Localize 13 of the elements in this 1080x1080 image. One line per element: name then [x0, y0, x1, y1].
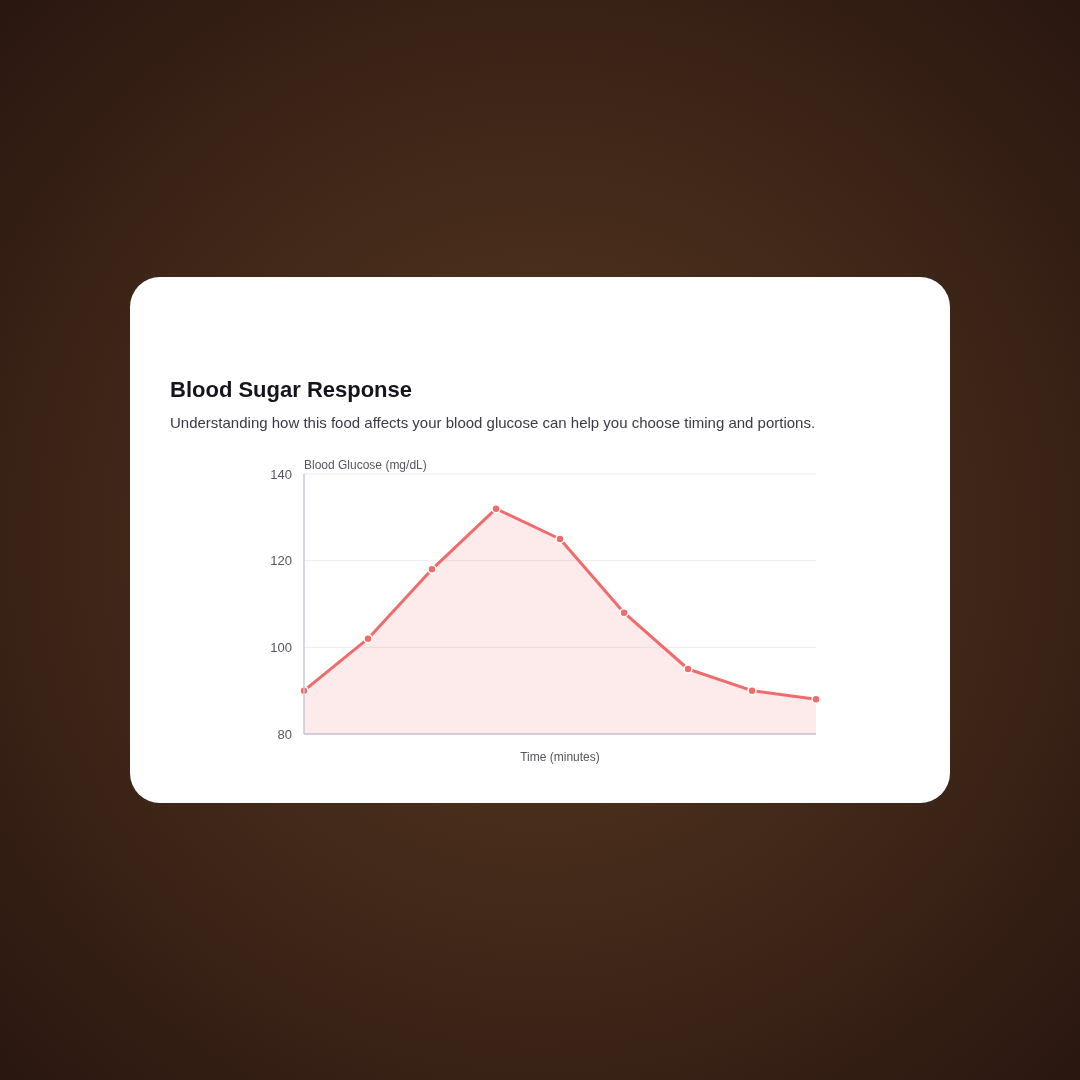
point	[683, 664, 693, 674]
y-tick-label: 120	[270, 553, 292, 569]
point	[363, 633, 373, 644]
y-tick-label: 80	[277, 726, 292, 742]
point	[555, 534, 565, 544]
y-tick-label: 100	[270, 639, 292, 655]
chart-title: Blood Sugar Response	[170, 377, 413, 402]
point	[619, 607, 629, 618]
x-axis-title: Time (minutes)	[520, 750, 600, 764]
point	[427, 564, 437, 575]
chart-subtitle: Understanding how this food affects your blood glucose can help you choose timing and portions.	[170, 414, 816, 431]
y-axis-title: Blood Glucose (mg/dL)	[304, 458, 427, 472]
y-tick-label: 140	[270, 466, 292, 482]
